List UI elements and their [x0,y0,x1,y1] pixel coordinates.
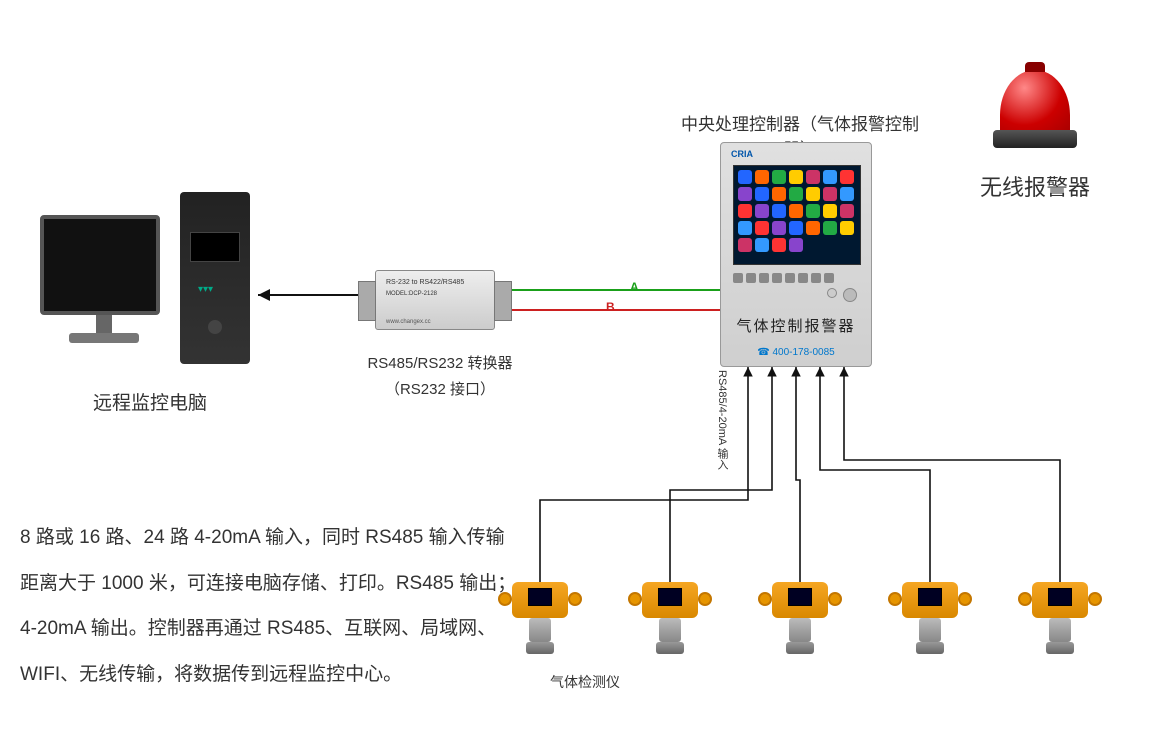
detector-screen [658,588,682,606]
detector-body [789,618,811,642]
wire-b-label: B [606,300,615,314]
detector-head [772,582,828,618]
controller-app-icon [772,187,786,201]
controller-app-icon [772,170,786,184]
beacon-dome [1000,70,1070,130]
detector-head [1032,582,1088,618]
controller-app-icon [840,170,854,184]
controller-app-icon [806,204,820,218]
converter-body: RS-232 to RS422/RS485 MODEL:DCP-2128 www… [375,270,495,330]
computer-monitor [40,215,168,360]
converter-chip-line1: RS-232 to RS422/RS485 [386,279,464,286]
detector-screen [918,588,942,606]
tower-power-button [208,320,222,334]
controller-app-icon [755,204,769,218]
vertical-input-label: RS485/4-20mA 输入 [714,370,730,470]
converter-label-line2: （RS232 接口） [360,378,520,399]
detector-head [902,582,958,618]
computer-title-label: 远程监控电脑 [70,388,230,415]
controller-screen [733,165,861,265]
controller-app-icon [738,204,752,218]
controller-app-icon [806,170,820,184]
controller-app-icon [738,187,752,201]
controller-knob [843,288,857,302]
controller-app-icon [806,187,820,201]
detector-body [919,618,941,642]
detector-screen [1048,588,1072,606]
controller-app-icon [789,187,803,201]
beacon-base [993,130,1077,148]
controller-app-icon [840,204,854,218]
controller-app-icon [823,204,837,218]
controller-app-icon [755,187,769,201]
gas-detector [1021,582,1099,660]
monitor-stand [96,315,112,333]
gas-detector [631,582,709,660]
controller-knob-small [827,288,837,298]
converter-plug-left [358,281,376,321]
controller-panel-text: 气体控制报警器 [721,315,871,336]
controller-app-icon [755,221,769,235]
detector-foot [1046,642,1074,654]
detector-screen [528,588,552,606]
controller-app-icon [840,187,854,201]
monitor-screen [40,215,160,315]
controller-app-icon [738,170,752,184]
controller-app-icon [738,221,752,235]
controller-app-icon [755,238,769,252]
controller-app-icon [789,238,803,252]
controller-app-icon [789,221,803,235]
detector-head [512,582,568,618]
controller-app-icon [772,238,786,252]
controller-app-icon [840,221,854,235]
controller-app-icon [772,204,786,218]
controller-phone: ☎ 400-178-0085 [721,347,871,358]
detector-screen [788,588,812,606]
computer-tower: ▾▾▾ [180,192,250,364]
controller-app-icon [823,187,837,201]
controller-app-icon [823,221,837,235]
description-text: 8 路或 16 路、24 路 4-20mA 输入，同时 RS485 输入传输距离… [20,515,520,697]
tower-panel [190,232,240,262]
detector-foot [786,642,814,654]
detector-foot [656,642,684,654]
controller-app-icon [738,238,752,252]
converter-label-line1: RS485/RS232 转换器 [360,352,520,373]
beacon-title-label: 无线报警器 [975,170,1095,202]
controller-brand: CRIA [731,149,753,159]
monitor-base [69,333,139,343]
converter-plug-right [494,281,512,321]
controller-app-icon [789,204,803,218]
wireless-alarm-beacon [990,60,1080,160]
detector-head [642,582,698,618]
detector-body [529,618,551,642]
beacon-top [1025,62,1045,72]
rs485-rs232-converter: RS-232 to RS422/RS485 MODEL:DCP-2128 www… [375,270,495,330]
detector-body [1049,618,1071,642]
detector-title-label: 气体检测仪 [535,672,635,692]
gas-detector [761,582,839,660]
converter-chip-line3: www.changex.cc [386,319,431,325]
controller-app-icon [806,221,820,235]
gas-alarm-controller: CRIA 气体控制报警器 ☎ 400-178-0085 [720,142,872,367]
controller-led-row [733,273,861,285]
controller-apps-row [734,166,860,256]
controller-app-icon [772,221,786,235]
controller-app-icon [789,170,803,184]
wire-a-label: A [630,280,639,294]
detector-foot [526,642,554,654]
tower-leds: ▾▾▾ [198,284,213,295]
controller-app-icon [755,170,769,184]
controller-app-icon [823,170,837,184]
detector-body [659,618,681,642]
converter-chip-line2: MODEL:DCP-2128 [386,291,437,297]
gas-detector [891,582,969,660]
detector-foot [916,642,944,654]
